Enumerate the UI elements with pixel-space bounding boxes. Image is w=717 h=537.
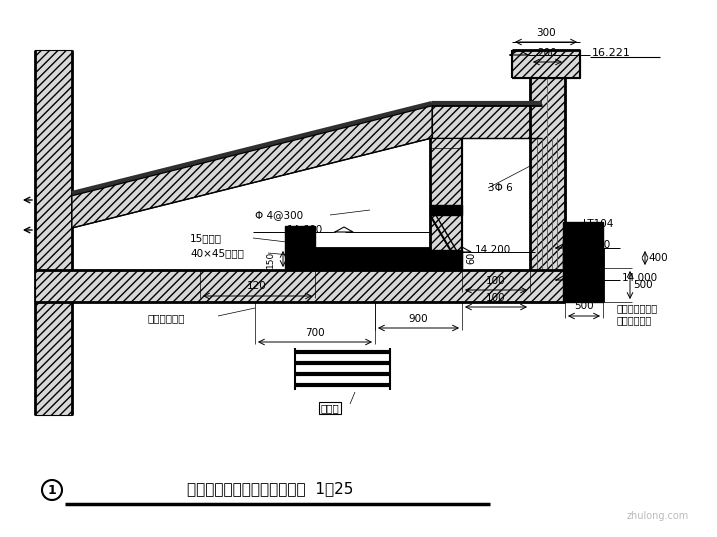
Bar bbox=[530, 50, 565, 270]
Text: 300: 300 bbox=[536, 28, 556, 38]
Text: 100: 100 bbox=[486, 293, 505, 303]
Bar bbox=[285, 226, 315, 248]
Bar bbox=[285, 248, 430, 270]
Text: 防水油膏封堵: 防水油膏封堵 bbox=[148, 313, 186, 323]
Text: 900: 900 bbox=[408, 314, 428, 324]
Bar bbox=[563, 222, 603, 302]
Text: LT104: LT104 bbox=[583, 219, 613, 229]
Bar bbox=[35, 270, 565, 302]
Bar bbox=[563, 240, 603, 268]
Text: 200: 200 bbox=[538, 48, 557, 58]
Text: zhulong.com: zhulong.com bbox=[627, 511, 689, 521]
Text: 120: 120 bbox=[247, 281, 267, 291]
Text: 40×45盖板框: 40×45盖板框 bbox=[190, 248, 244, 258]
Text: Φ 4@300: Φ 4@300 bbox=[255, 210, 303, 220]
Text: C20: C20 bbox=[365, 257, 386, 267]
Text: 通过老虎窗上人检修屋面大样  1：25: 通过老虎窗上人检修屋面大样 1：25 bbox=[187, 482, 353, 497]
Text: 14.200: 14.200 bbox=[475, 245, 511, 255]
Bar bbox=[430, 148, 462, 215]
Text: 700: 700 bbox=[305, 328, 325, 338]
Text: 14.600: 14.600 bbox=[287, 225, 323, 235]
Text: 150: 150 bbox=[266, 250, 275, 267]
Bar bbox=[430, 250, 462, 270]
Bar bbox=[35, 50, 72, 415]
Text: 1: 1 bbox=[47, 483, 57, 497]
Polygon shape bbox=[72, 105, 432, 228]
Bar bbox=[432, 105, 542, 138]
Text: 3Φ 6: 3Φ 6 bbox=[488, 183, 513, 193]
Text: 100: 100 bbox=[486, 276, 505, 286]
Text: 最高点定坡度: 最高点定坡度 bbox=[617, 315, 652, 325]
Text: 400: 400 bbox=[648, 253, 668, 263]
Text: 16.221: 16.221 bbox=[592, 48, 631, 58]
Text: 铁爬梯: 铁爬梯 bbox=[320, 403, 339, 413]
Text: 14.000: 14.000 bbox=[622, 273, 658, 283]
Bar bbox=[430, 138, 462, 270]
Text: 14.400: 14.400 bbox=[575, 240, 612, 250]
Text: 500: 500 bbox=[574, 301, 594, 311]
Bar bbox=[430, 205, 462, 215]
Bar bbox=[512, 50, 580, 78]
Text: 15厚木板: 15厚木板 bbox=[190, 233, 222, 243]
Text: 坡屋面以此点和: 坡屋面以此点和 bbox=[617, 303, 658, 313]
Text: 60: 60 bbox=[466, 252, 476, 264]
Text: 500: 500 bbox=[633, 280, 652, 290]
